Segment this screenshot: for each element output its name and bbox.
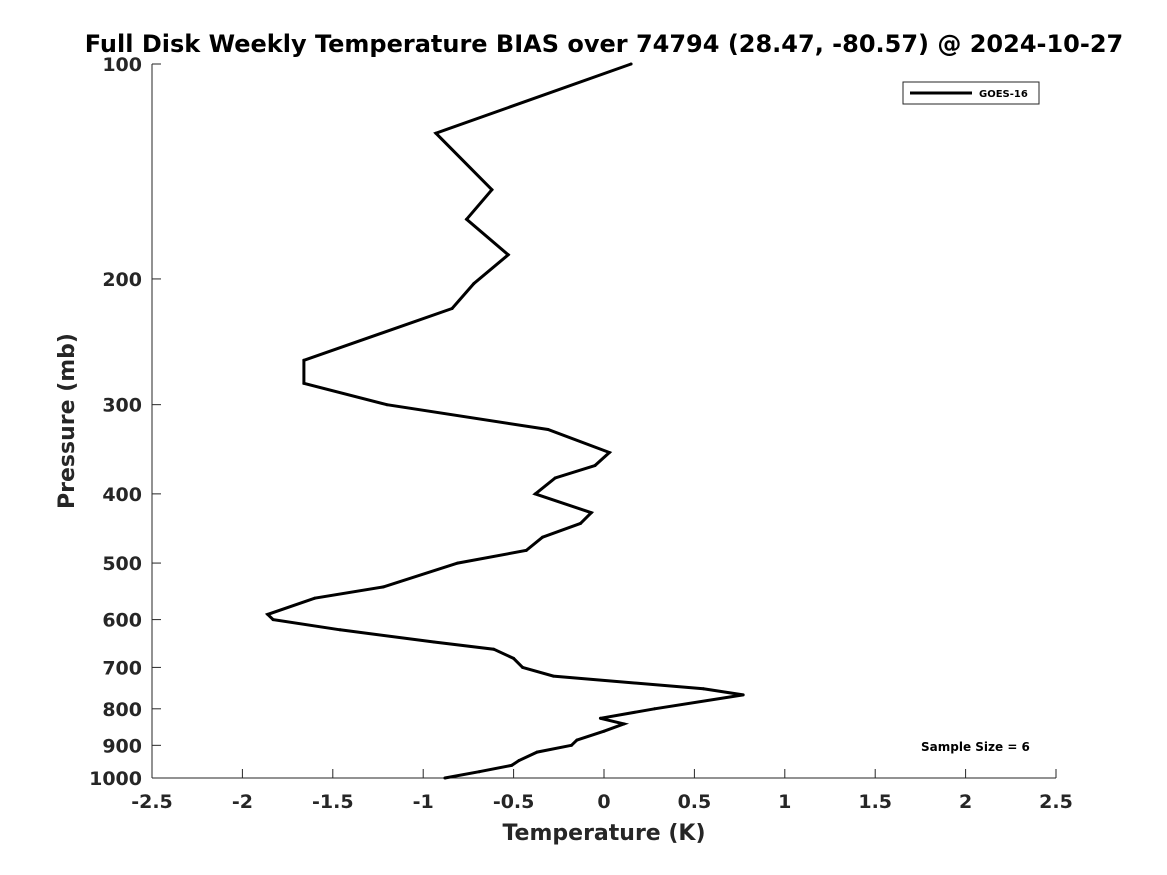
y-tick-label: 700 [102,657,142,679]
x-tick-label: 1.5 [858,791,892,813]
series-point [456,561,460,565]
series-point [546,428,550,431]
series-point [510,763,514,767]
series-point [575,738,579,742]
series-points [266,62,745,780]
x-tick-label: -0.5 [493,791,535,813]
series-point [465,217,469,221]
series-point [551,674,555,678]
series-point [492,647,496,651]
x-tick-label: -2 [232,791,253,813]
y-ticks: 100 200 300 400 500 600 700 800 900 1000 [89,54,161,790]
y-tick-label: 600 [102,610,142,632]
y-tick-label: 100 [102,54,142,76]
y-tick-label: 800 [102,699,142,721]
series-point [271,618,275,622]
series-point [701,687,705,691]
sample-size-annotation: Sample Size = 6 [921,740,1030,754]
x-tick-label: -1.5 [312,791,354,813]
x-tick-label: 0 [597,791,610,813]
x-tick-label: 1 [778,791,791,813]
y-tick-label: 1000 [89,768,142,790]
x-tick-label: 2 [959,791,972,813]
series-point [443,776,447,780]
y-tick-label: 300 [102,395,142,417]
series-point [434,131,438,135]
x-axis-label: Temperature (K) [502,821,705,846]
series-point [302,381,306,385]
series-point [381,585,385,589]
series-point [629,62,633,66]
series-point [541,535,544,539]
series-point [593,464,597,467]
series-point [385,403,389,407]
series-point [553,476,557,480]
series-point [432,640,436,644]
x-tick-label: -1 [413,791,434,813]
series-point [512,656,516,660]
series-point [589,511,593,515]
series-point [313,596,317,600]
x-tick-label: -2.5 [131,791,173,813]
y-tick-label: 400 [102,484,142,506]
series-point [741,693,745,697]
y-tick-label: 500 [102,553,142,575]
series-point [598,716,602,720]
legend-entry-goes-16: GOES-16 [979,89,1028,100]
series-point [607,451,611,454]
series-point [524,548,528,552]
y-tick-label: 900 [102,735,142,757]
series-point [622,722,626,726]
series-point [653,707,657,711]
series-point [490,188,494,192]
y-tick-label: 200 [102,269,142,291]
x-tick-label: 2.5 [1039,791,1073,813]
legend: GOES-16 [902,81,1040,105]
series-point [579,521,582,525]
series-point [506,253,510,257]
series-point [535,750,539,754]
x-tick-label: 0.5 [678,791,712,813]
series-point [266,612,270,616]
series-point [533,492,537,496]
series-point [477,770,481,774]
series-point [450,307,454,310]
series-point [472,282,476,286]
x-ticks: -2.5 -2 -1.5 -1 -0.5 0 0.5 1 1.5 2 2.5 [131,769,1073,813]
series-point [521,665,525,669]
y-axis-label: Pressure (mb) [55,333,80,509]
series-point [570,743,573,747]
series-point [338,628,342,632]
chart-title: Full Disk Weekly Temperature BIAS over 7… [85,30,1124,58]
series-point [602,729,606,733]
series-point [302,358,306,362]
series-point [517,759,521,762]
